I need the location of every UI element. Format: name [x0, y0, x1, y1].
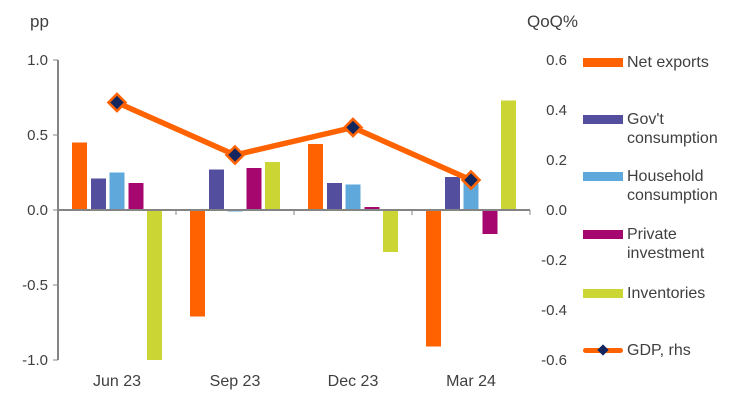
legend-label-govt-consumption: Gov't consumption: [627, 111, 718, 147]
left-axis-tick-label: 0.0: [27, 202, 48, 219]
bar-net_exports-0: [72, 142, 87, 210]
right-axis-tick-label: 0.2: [546, 152, 567, 169]
right-axis-title: QoQ%: [527, 12, 578, 31]
chart-legend: Net exports Gov't consumption Household …: [583, 0, 731, 405]
right-axis-tick-label: -0.6: [541, 352, 567, 369]
legend-label-inventories: Inventories: [627, 285, 706, 302]
legend-item-inventories: Inventories: [583, 284, 731, 303]
bar-net_exports-1: [190, 210, 205, 317]
bar-private_investment-3: [482, 210, 498, 234]
category-label: Jun 23: [93, 373, 141, 390]
bar-net_exports-3: [426, 210, 441, 347]
bar-private_investment-2: [364, 207, 380, 210]
bar-govt_consumption-0: [90, 178, 106, 210]
gdp-line-marker-icon: [583, 341, 623, 360]
legend-item-gdp: GDP, rhs: [583, 341, 731, 360]
gdp-marker-1: [224, 144, 246, 166]
category-label: Dec 23: [328, 373, 379, 390]
legend-label-net-exports: Net exports: [627, 54, 709, 71]
left-axis-tick-label: -1.0: [22, 352, 48, 369]
right-axis-tick-label: 0.6: [546, 52, 567, 69]
left-axis-tick-label: 0.5: [27, 127, 48, 144]
bar-inventories-2: [383, 210, 398, 252]
bar-govt_consumption-3: [444, 177, 460, 210]
bar-net_exports-2: [308, 144, 323, 210]
legend-label-private-investment: Private investment: [627, 226, 705, 262]
bar-govt_consumption-1: [208, 169, 224, 210]
right-axis-tick-label: -0.2: [541, 252, 567, 269]
net-exports-swatch-icon: [583, 58, 623, 67]
bar-govt_consumption-2: [326, 183, 342, 210]
bar-inventories-0: [147, 210, 162, 360]
gdp-line: [114, 99, 474, 183]
gdp-marker-2: [342, 117, 364, 138]
bar-inventories-3: [501, 100, 516, 210]
right-axis-tick-label: -0.4: [541, 302, 567, 319]
left-axis-title: pp: [30, 12, 49, 31]
category-label: Mar 24: [446, 373, 496, 390]
private-investment-swatch-icon: [583, 230, 623, 239]
left-axis-tick-label: -0.5: [22, 277, 48, 294]
left-axis-tick-label: 1.0: [27, 52, 48, 69]
gdp-marker-0: [106, 92, 128, 113]
legend-item-govt-consumption: Gov't consumption: [583, 110, 731, 148]
gdp-diamond-marker: [597, 344, 609, 356]
gdp-marker-3: [460, 169, 482, 191]
legend-item-household-consumption: Household consumption: [583, 167, 731, 205]
category-label: Sep 23: [210, 373, 261, 390]
bar-inventories-1: [265, 162, 280, 210]
legend-label-gdp: GDP, rhs: [627, 342, 691, 359]
inventories-swatch-icon: [583, 289, 623, 298]
legend-label-household-consumption: Household consumption: [627, 168, 718, 204]
bar-household_consumption-2: [345, 184, 361, 210]
right-axis-tick-label: 0.4: [546, 102, 567, 119]
legend-item-private-investment: Private investment: [583, 225, 731, 263]
right-axis-tick-label: 0.0: [546, 202, 567, 219]
govt-consumption-swatch-icon: [583, 115, 623, 124]
bar-household_consumption-0: [109, 172, 125, 210]
bar-household_consumption-3: [463, 181, 479, 210]
legend-item-net-exports: Net exports: [583, 53, 731, 72]
bar-private_investment-0: [128, 183, 144, 210]
bar-private_investment-1: [246, 168, 262, 210]
household-consumption-swatch-icon: [583, 172, 623, 181]
